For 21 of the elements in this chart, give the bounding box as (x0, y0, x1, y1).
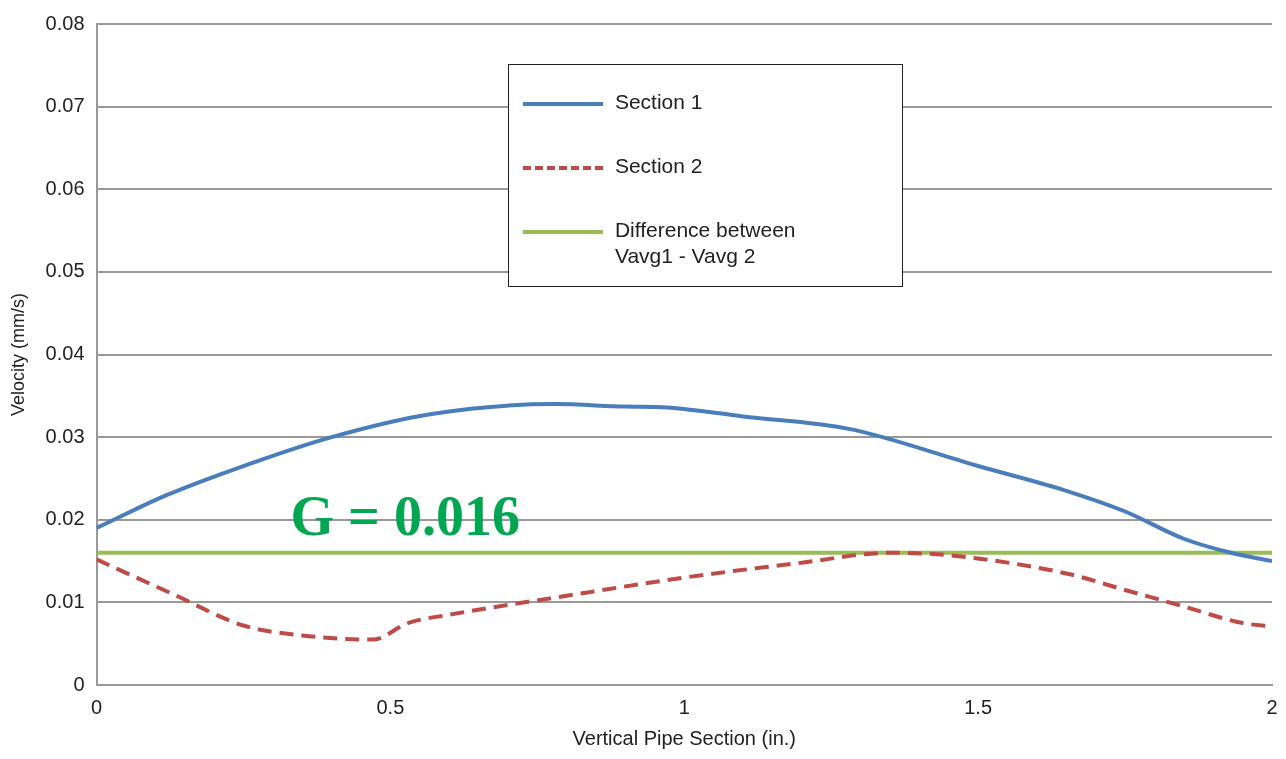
line-series (96, 402, 1272, 564)
y-tick-label: 0.05 (45, 259, 85, 282)
x-axis-title: Vertical Pipe Section (in.) (572, 726, 796, 749)
y-tick-label: 0.07 (45, 94, 85, 117)
x-tick-label: 0.5 (376, 695, 405, 718)
x-tick-label: 0 (90, 695, 103, 718)
x-tick-label: 2 (1266, 695, 1278, 718)
y-tick-label: 0.04 (45, 342, 85, 365)
legend-label: Section 1 (614, 88, 703, 115)
y-tick-label: 0 (73, 672, 85, 695)
y-tick-label: 0.02 (45, 507, 85, 530)
legend-label: Difference between Vavg1 - Vavg 2 (614, 217, 796, 270)
x-tick-label: 1 (678, 695, 690, 718)
y-tick-label: 0.01 (45, 589, 85, 612)
y-tick-label: 0.08 (45, 11, 85, 34)
y-tick-label: 0.06 (45, 176, 85, 199)
annotation: G = 0.016 (290, 485, 520, 548)
y-tick-label: 0.03 (45, 424, 85, 447)
x-tick-label: 1.5 (964, 695, 993, 718)
legend-label: Section 2 (614, 152, 703, 179)
y-axis-title: Velocity (mm/s) (7, 292, 28, 417)
